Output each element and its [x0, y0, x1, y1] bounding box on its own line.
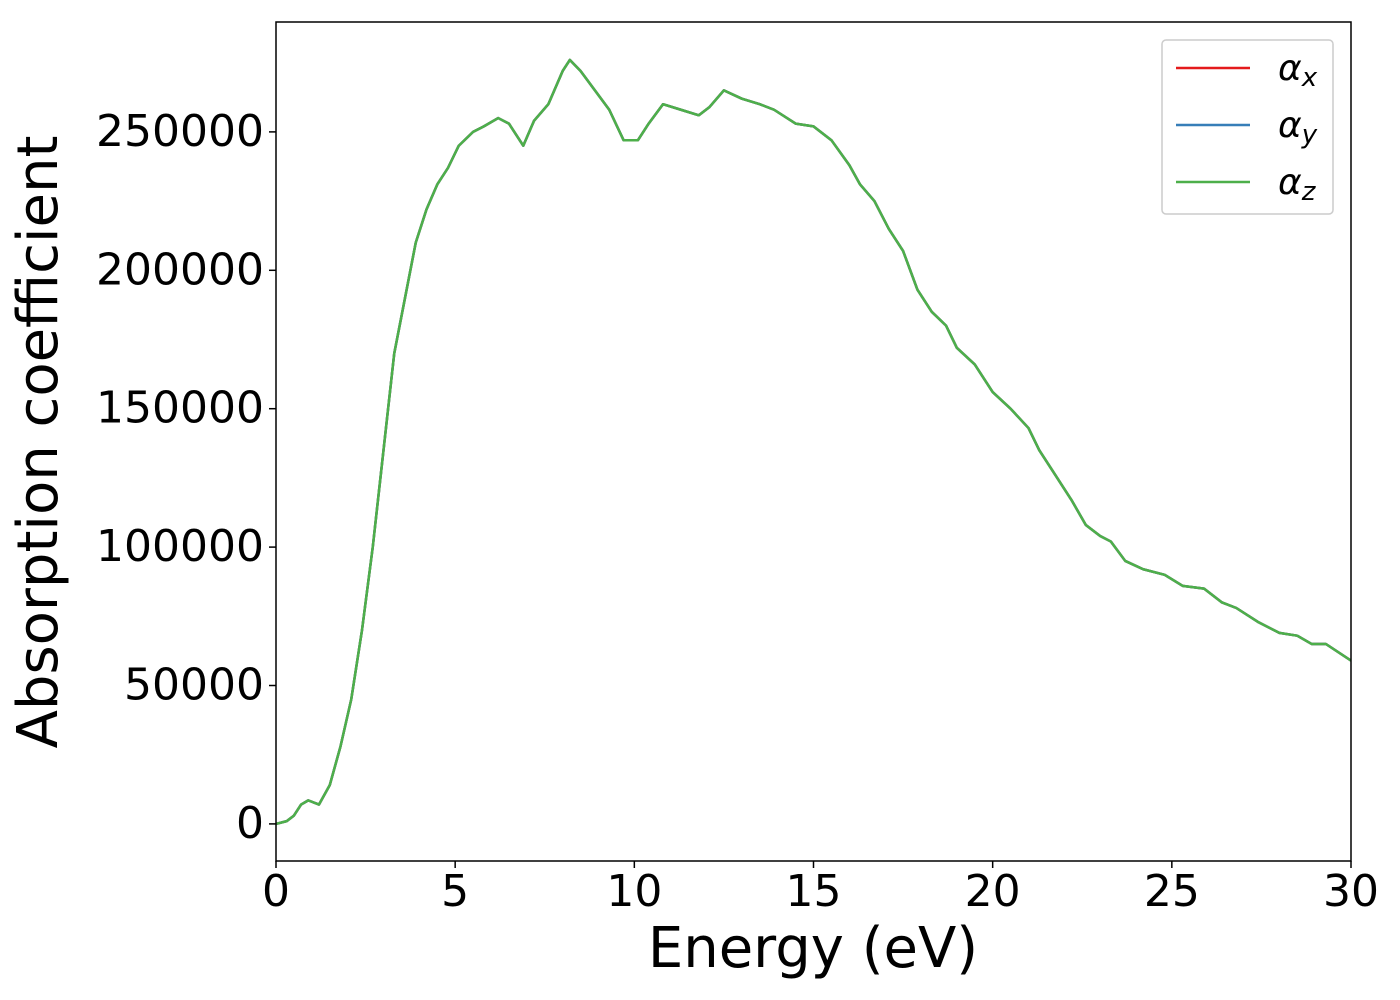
y-tick-label: 150000 — [96, 383, 264, 434]
series-line — [276, 58, 1351, 826]
x-tick-label: 5 — [441, 866, 469, 917]
x-tick-label: 30 — [1323, 866, 1379, 917]
x-tick-label: 20 — [965, 866, 1021, 917]
legend-label: αx — [1278, 48, 1318, 93]
y-tick-label: 50000 — [124, 660, 264, 711]
x-axis-label: Energy (eV) — [648, 916, 978, 981]
legend-box — [1161, 39, 1334, 215]
x-tick-label: 15 — [786, 866, 842, 917]
plot-frame — [275, 21, 1352, 862]
legend-label: αz — [1278, 162, 1317, 207]
x-tick-label: 25 — [1144, 866, 1200, 917]
legend-label: αy — [1278, 105, 1318, 150]
x-tick-label: 0 — [262, 866, 290, 917]
x-tick-label: 10 — [606, 866, 662, 917]
y-axis-label: Absorption coefficient — [6, 136, 71, 749]
y-tick-label: 100000 — [96, 521, 264, 572]
y-tick-label: 0 — [236, 798, 264, 849]
y-tick-label: 200000 — [96, 244, 264, 295]
y-tick-label: 250000 — [96, 106, 264, 157]
